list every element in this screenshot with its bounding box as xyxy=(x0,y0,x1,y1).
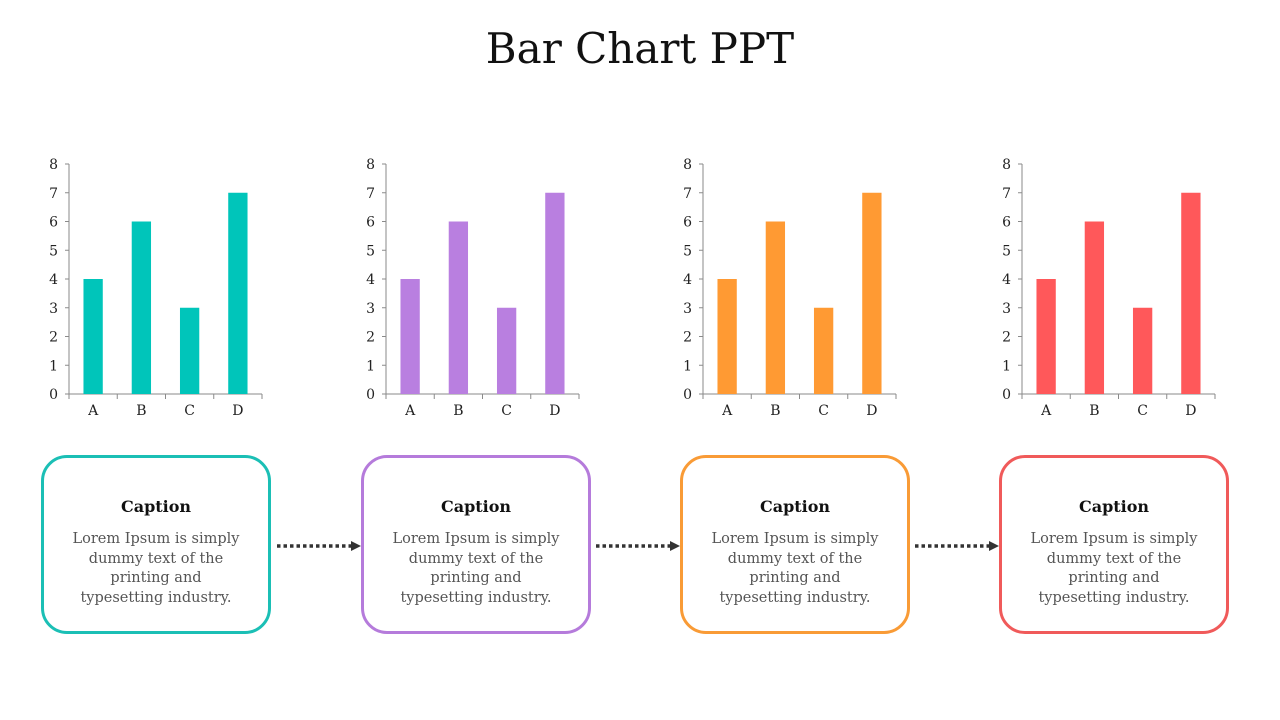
x-tick-label: D xyxy=(549,403,560,419)
caption-box-4: Caption Lorem Ipsum is simply dummy text… xyxy=(999,455,1229,634)
bar-a xyxy=(1036,279,1056,394)
y-tick-label: 8 xyxy=(1002,157,1011,173)
y-tick-label: 7 xyxy=(49,186,58,202)
y-tick-label: 0 xyxy=(366,387,375,403)
y-tick-label: 0 xyxy=(1002,387,1011,403)
y-tick-label: 3 xyxy=(1002,301,1011,317)
y-tick-label: 6 xyxy=(1002,215,1011,231)
bar-chart-3: 0 1 2 3 4 5 6 7 8 A B C D xyxy=(674,150,914,425)
bar-chart-2-svg: 0 1 2 3 4 5 6 7 8 A B C D xyxy=(366,157,580,419)
bar-a xyxy=(717,279,737,394)
bar-chart-1: 0 1 2 3 4 5 6 7 8 A B C D xyxy=(40,150,280,425)
caption-text: Lorem Ipsum is simply dummy text of the … xyxy=(1030,531,1198,606)
caption-title: Caption xyxy=(440,497,512,516)
x-tick-label: A xyxy=(1040,403,1052,419)
bar-b xyxy=(131,221,152,394)
y-tick-label: 5 xyxy=(366,243,375,259)
y-tick-label: 1 xyxy=(1002,358,1011,374)
page-title: Bar Chart PPT xyxy=(485,24,795,73)
bar-chart-4-svg: 0 1 2 3 4 5 6 7 8 A B C D xyxy=(1002,157,1216,419)
x-tick-label: B xyxy=(453,403,463,419)
caption-box-1: Caption Lorem Ipsum is simply dummy text… xyxy=(41,455,271,634)
caption-title: Caption xyxy=(120,497,192,516)
y-tick-label: 7 xyxy=(366,186,375,202)
y-tick-label: 6 xyxy=(366,215,375,231)
caption-text: Lorem Ipsum is simply dummy text of the … xyxy=(392,531,560,606)
caption-text: Lorem Ipsum is simply dummy text of the … xyxy=(711,531,879,606)
x-tick-label: C xyxy=(1137,403,1148,419)
y-tick-label: 8 xyxy=(366,157,375,173)
y-tick-label: 2 xyxy=(366,330,375,346)
y-tick-label: 4 xyxy=(366,272,375,288)
caption-title: Caption xyxy=(759,497,831,516)
bar-chart-1-svg: 0 1 2 3 4 5 6 7 8 A B C D xyxy=(49,157,263,419)
y-tick-label: 4 xyxy=(683,272,692,288)
bar-chart-2: 0 1 2 3 4 5 6 7 8 A B C D xyxy=(357,150,597,425)
y-tick-label: 5 xyxy=(683,243,692,259)
y-tick-label: 7 xyxy=(683,186,692,202)
bar-c xyxy=(179,307,200,394)
x-tick-label: B xyxy=(770,403,780,419)
y-tick-label: 6 xyxy=(683,215,692,231)
caption-text: Lorem Ipsum is simply dummy text of the … xyxy=(72,531,240,606)
y-tick-label: 4 xyxy=(49,272,58,288)
bar-b xyxy=(448,221,469,394)
y-tick-label: 2 xyxy=(683,330,692,346)
y-tick-label: 5 xyxy=(49,243,58,259)
y-tick-label: 1 xyxy=(366,358,375,374)
bar-c xyxy=(813,307,834,394)
bar-c xyxy=(1132,307,1153,394)
x-tick-label: A xyxy=(404,403,416,419)
x-tick-label: D xyxy=(232,403,243,419)
y-tick-label: 1 xyxy=(683,358,692,374)
bar-d xyxy=(1181,192,1201,394)
x-tick-label: C xyxy=(184,403,195,419)
bar-d xyxy=(228,192,248,394)
x-tick-label: B xyxy=(136,403,146,419)
bar-d xyxy=(545,192,565,394)
bar-chart-3-svg: 0 1 2 3 4 5 6 7 8 A B C D xyxy=(683,157,897,419)
y-tick-label: 3 xyxy=(49,301,58,317)
y-tick-label: 3 xyxy=(366,301,375,317)
x-tick-label: C xyxy=(501,403,512,419)
x-tick-label: B xyxy=(1089,403,1099,419)
dotted-arrow-connector-1 xyxy=(277,541,361,551)
caption-title: Caption xyxy=(1078,497,1150,516)
y-tick-label: 2 xyxy=(1002,330,1011,346)
y-tick-label: 8 xyxy=(49,157,58,173)
x-tick-label: A xyxy=(721,403,733,419)
bar-b xyxy=(1084,221,1105,394)
y-tick-label: 6 xyxy=(49,215,58,231)
x-tick-label: C xyxy=(818,403,829,419)
bar-a xyxy=(400,279,420,394)
y-tick-label: 3 xyxy=(683,301,692,317)
y-tick-label: 7 xyxy=(1002,186,1011,202)
y-tick-label: 5 xyxy=(1002,243,1011,259)
dotted-arrow-connector-3 xyxy=(915,541,999,551)
bar-b xyxy=(765,221,786,394)
bar-a xyxy=(83,279,103,394)
bar-d xyxy=(862,192,882,394)
y-tick-label: 0 xyxy=(49,387,58,403)
y-tick-label: 2 xyxy=(49,330,58,346)
dotted-arrow-connector-2 xyxy=(596,541,680,551)
x-tick-label: A xyxy=(87,403,99,419)
caption-box-2: Caption Lorem Ipsum is simply dummy text… xyxy=(361,455,591,634)
y-tick-label: 0 xyxy=(683,387,692,403)
x-tick-label: D xyxy=(866,403,877,419)
y-tick-label: 8 xyxy=(683,157,692,173)
bar-c xyxy=(496,307,517,394)
y-tick-label: 1 xyxy=(49,358,58,374)
bar-chart-4: 0 1 2 3 4 5 6 7 8 A B C D xyxy=(993,150,1233,425)
x-tick-label: D xyxy=(1185,403,1196,419)
caption-box-3: Caption Lorem Ipsum is simply dummy text… xyxy=(680,455,910,634)
y-tick-label: 4 xyxy=(1002,272,1011,288)
